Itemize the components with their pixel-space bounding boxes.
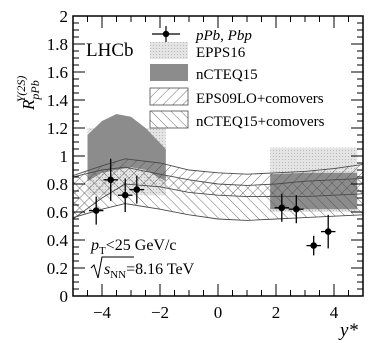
y-tick-label: 1.8 <box>47 35 68 54</box>
marker <box>293 205 300 213</box>
y-tick-label: 1.6 <box>47 63 68 82</box>
experiment-label: LHCb <box>86 40 134 61</box>
y-axis-label-sub: pPb <box>28 80 42 100</box>
marker <box>92 207 100 214</box>
y-tick-label: 1 <box>60 147 69 166</box>
x-tick-label: −4 <box>93 303 112 322</box>
annotation-energy-rest: =8.16 TeV <box>126 261 194 278</box>
legend-swatch-ncteq15 <box>150 64 188 81</box>
x-axis-label: y* <box>338 320 358 341</box>
axes <box>72 15 364 297</box>
annotation-pt-rest: <25 GeV/c <box>106 237 177 254</box>
y-tick-label: 0.4 <box>47 231 69 250</box>
annotation-energy: sNN=8.16 TeV <box>90 256 195 281</box>
legend-entry-eps09lo-comovers: EPS09LO+comovers <box>149 87 324 107</box>
annotation-pt-main: p <box>90 237 99 254</box>
marker <box>107 176 114 184</box>
legend-entry-ncteq15-comovers: nCTEQ15+comovers <box>149 110 325 130</box>
annotation-energy-radicand-sub: NN <box>110 269 126 281</box>
marker <box>310 242 318 249</box>
data-point-2 <box>117 178 133 212</box>
data-point-0 <box>88 196 104 225</box>
legend: pPb, Pbp EPPS16 nCTEQ15 EPS09LO+comovers… <box>149 26 325 130</box>
data-point-5 <box>289 195 304 224</box>
annotation-pt: pT<25 GeV/c <box>90 237 177 257</box>
legend-label-data: pPb, Pbp <box>195 28 252 44</box>
y-axis-label: RpPbΥ(2S) <box>14 76 42 111</box>
data-point-4 <box>274 193 290 222</box>
y-tick-label: 0.6 <box>47 203 68 222</box>
legend-label-ncteq15: nCTEQ15 <box>196 67 258 83</box>
marker <box>121 191 129 199</box>
legend-swatch-eps09lo-comovers <box>149 87 189 106</box>
data-point-6 <box>306 235 321 256</box>
y-tick-label: 0.8 <box>47 175 68 194</box>
x-tick-label: −2 <box>151 303 169 322</box>
marker <box>133 186 141 193</box>
legend-entry-epps16: EPPS16 <box>150 42 246 61</box>
data-point-7 <box>320 214 336 249</box>
x-tick-label: 2 <box>272 303 281 322</box>
band-ncteq15-comovers-0 <box>73 166 363 221</box>
sqrt-sign <box>90 256 134 279</box>
y-tick-label: 2 <box>60 7 69 26</box>
x-tick-label: 0 <box>214 303 223 322</box>
annotation-energy-text: sNN=8.16 TeV <box>104 261 195 281</box>
legend-marker-point <box>162 30 170 38</box>
data-point-3 <box>129 175 145 204</box>
data-points <box>88 158 336 256</box>
y-tick-label: 0 <box>60 287 69 306</box>
y-axis-label-sup: Υ(2S) <box>14 76 28 103</box>
legend-label-epps16: EPPS16 <box>196 45 246 61</box>
data-point-1 <box>103 158 118 201</box>
tick-labels: 0 0.2 0.4 0.6 0.8 1 1.2 1.4 1.6 1.8 2 −4 −2 0 2 4 <box>47 7 339 322</box>
model-bands <box>73 114 363 221</box>
legend-swatch-epps16 <box>150 42 188 59</box>
y-tick-label: 1.2 <box>47 119 68 138</box>
legend-label-eps09lo-comovers: EPS09LO+comovers <box>196 91 324 107</box>
annotation-pt-sub: T <box>99 245 106 257</box>
y-tick-label: 0.2 <box>47 259 68 278</box>
legend-label-ncteq15-comovers: nCTEQ15+comovers <box>196 114 325 130</box>
legend-swatch-ncteq15-comovers <box>149 110 189 129</box>
marker <box>278 204 286 212</box>
y-tick-label: 1.4 <box>47 91 69 110</box>
legend-entry-ncteq15: nCTEQ15 <box>150 64 258 83</box>
marker <box>324 228 332 235</box>
x-tick-label: 4 <box>330 303 339 322</box>
annotation-energy-radicand: s <box>104 261 110 278</box>
legend-entry-data: pPb, Pbp <box>152 26 252 44</box>
y-axis-label-base: R <box>19 99 38 111</box>
